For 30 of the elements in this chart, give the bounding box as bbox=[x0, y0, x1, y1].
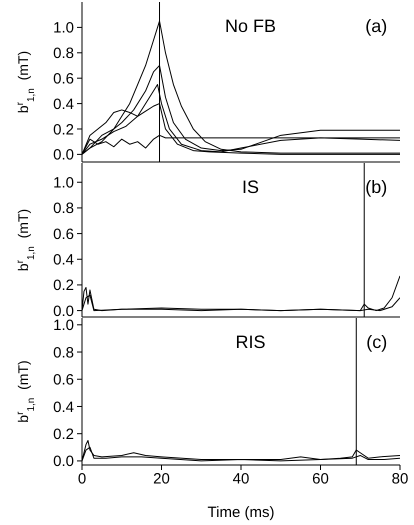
annotation: (c) bbox=[366, 332, 388, 353]
x-tick-label: 40 bbox=[232, 470, 250, 488]
annotation: (a) bbox=[365, 16, 388, 37]
annotation: IS bbox=[242, 177, 260, 198]
y-tick-label: 0.4 bbox=[53, 96, 74, 113]
x-tick-label: 0 bbox=[78, 470, 86, 488]
y-tick-label: 1.0 bbox=[53, 20, 74, 37]
y-tick-label: 1.0 bbox=[53, 174, 74, 192]
y-tick-label: 0.6 bbox=[53, 372, 74, 389]
y-tick-label: 0.6 bbox=[53, 70, 74, 88]
annotation: RIS bbox=[236, 332, 266, 353]
x-axis-title: Time (ms) bbox=[208, 504, 274, 521]
y-tick-label: 0.0 bbox=[53, 146, 74, 164]
y-tick-label: 0.0 bbox=[53, 302, 74, 320]
annotation: (b) bbox=[365, 177, 388, 198]
x-tick-label: 80 bbox=[392, 470, 408, 488]
y-tick-label: 0.8 bbox=[53, 200, 74, 218]
y-tick-label: 0.4 bbox=[53, 252, 74, 269]
y-tick-label: 0.4 bbox=[53, 398, 74, 416]
y-tick-label: 0.2 bbox=[53, 121, 74, 138]
y-tick-label: 0.6 bbox=[53, 226, 74, 243]
annotation: No FB bbox=[225, 16, 276, 37]
y-tick-label: 0.8 bbox=[53, 344, 74, 362]
y-tick-label: 1.0 bbox=[53, 317, 74, 334]
x-tick-label: 20 bbox=[153, 470, 170, 488]
y-tick-label: 0.8 bbox=[53, 45, 74, 62]
y-tick-label: 0.0 bbox=[53, 453, 74, 470]
y-tick-label: 0.2 bbox=[53, 426, 74, 444]
x-tick-label: 60 bbox=[312, 470, 329, 488]
y-tick-label: 0.2 bbox=[53, 277, 74, 294]
